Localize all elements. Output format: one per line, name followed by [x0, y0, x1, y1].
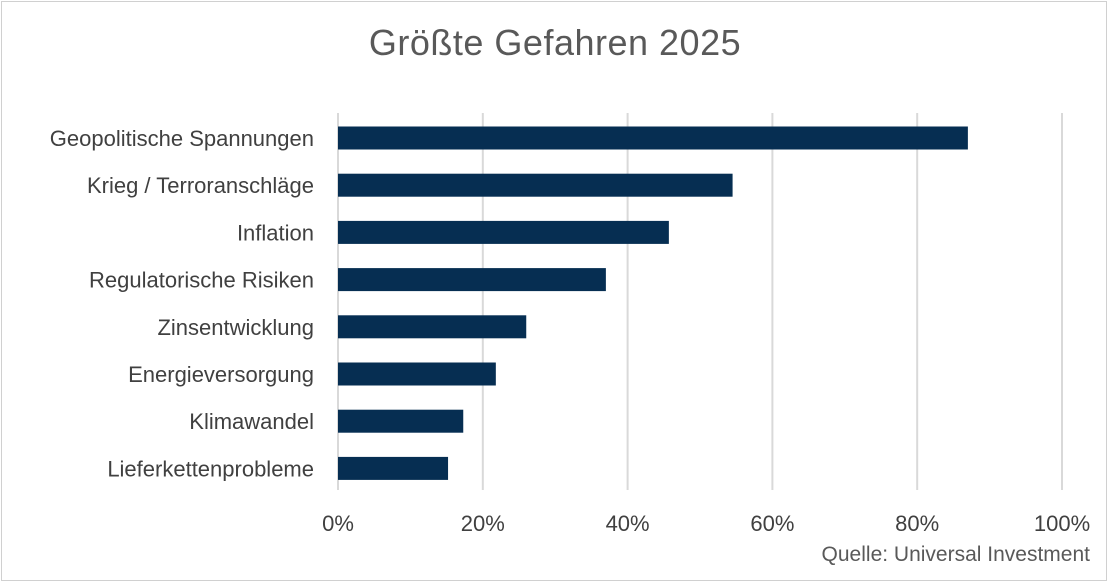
- bar: [338, 268, 606, 292]
- bars: [338, 126, 968, 480]
- x-tick-label: 60%: [750, 511, 794, 536]
- bar: [338, 409, 464, 433]
- bar: [338, 220, 669, 244]
- category-label: Lieferkettenprobleme: [107, 456, 314, 481]
- x-tick-labels: 0% 20% 40% 60% 80% 100%: [322, 511, 1090, 536]
- category-label: Inflation: [237, 220, 314, 245]
- x-tick-label: 0%: [322, 511, 354, 536]
- x-tick-label: 40%: [606, 511, 650, 536]
- category-label: Geopolitische Spannungen: [50, 126, 314, 151]
- bar: [338, 456, 449, 480]
- category-labels: Geopolitische Spannungen Krieg / Terroran…: [50, 126, 314, 481]
- category-label: Regulatorische Risiken: [89, 268, 314, 293]
- category-label: Energieversorgung: [128, 362, 314, 387]
- category-label: Zinsentwicklung: [157, 315, 314, 340]
- bar: [338, 362, 496, 386]
- bar: [338, 126, 968, 150]
- category-label: Krieg / Terroranschläge: [87, 173, 314, 198]
- source-note: Quelle: Universal Investment: [821, 543, 1090, 566]
- bar: [338, 173, 733, 197]
- category-label: Klimawandel: [189, 409, 314, 434]
- x-tick-label: 20%: [461, 511, 505, 536]
- bar: [338, 315, 527, 339]
- x-tick-label: 100%: [1034, 511, 1090, 536]
- gridlines: [337, 113, 1063, 490]
- chart-title: Größte Gefahren 2025: [368, 22, 742, 63]
- x-tick-label: 80%: [895, 511, 939, 536]
